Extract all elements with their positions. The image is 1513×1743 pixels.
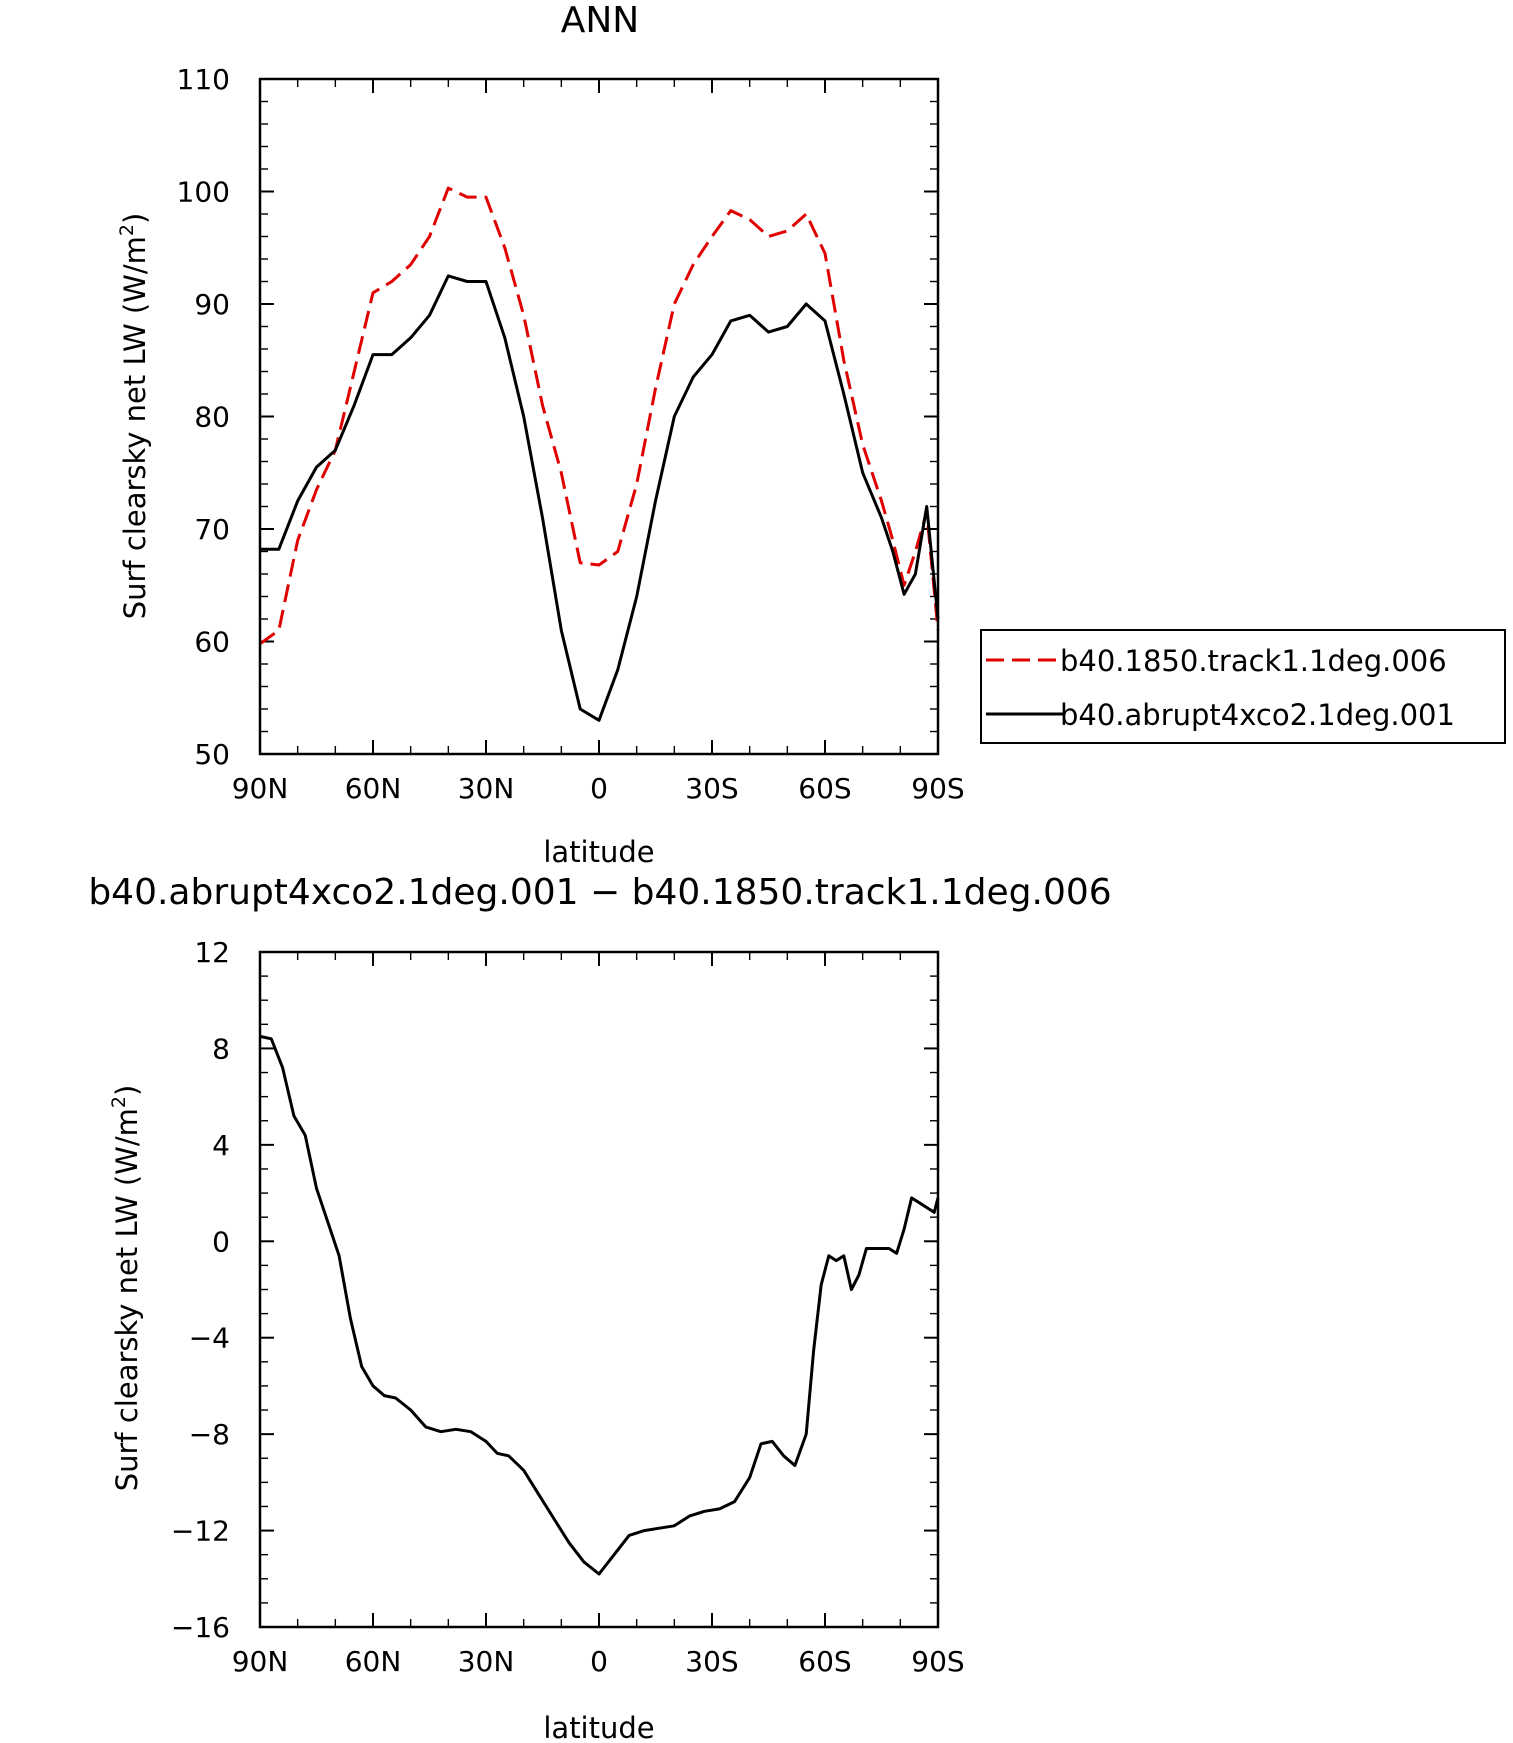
legend-label-abrupt4xco2: b40.abrupt4xco2.1deg.001 (1060, 698, 1455, 732)
bottom-x-tick-labels: 90N 60N 30N 0 30S 60S 90S (232, 1645, 965, 1678)
top-plot-frame (258, 77, 940, 756)
top-y-axis-title-end: ) (118, 213, 152, 224)
top-y-tick-label: 50 (194, 738, 230, 771)
top-x-tick-label: 30N (458, 772, 515, 805)
top-y-axis-title-sup: 2 (116, 224, 138, 236)
top-y-tick-labels: 50 60 70 80 90 100 110 (177, 63, 230, 771)
top-panel-series (259, 186, 940, 722)
bottom-series-line-0 (259, 1034, 940, 1576)
bottom-y-tick-labels: −16 −12 −8 −4 0 4 8 12 (171, 936, 230, 1644)
bottom-y-axis-title-sup: 2 (108, 1096, 130, 1108)
top-series-line-0 (259, 186, 940, 646)
top-x-tick-label: 60N (345, 772, 402, 805)
bottom-y-tick-label: 0 (212, 1225, 230, 1258)
top-y-tick-label: 80 (194, 401, 230, 434)
top-x-tick-label: 0 (590, 772, 608, 805)
bottom-x-tick-label: 30N (458, 1645, 515, 1678)
legend: b40.1850.track1.1deg.006 b40.abrupt4xco2… (980, 629, 1506, 744)
bottom-y-axis-title: Surf clearsky net LW (W/m2) (108, 1085, 144, 1492)
bottom-plot-frame (258, 950, 940, 1629)
top-x-tick-label: 30S (685, 772, 738, 805)
legend-label-1850: b40.1850.track1.1deg.006 (1060, 644, 1447, 678)
top-x-tick-labels: 90N 60N 30N 0 30S 60S 90S (232, 772, 965, 805)
top-y-tick-label: 100 (177, 176, 230, 209)
top-y-axis-title-main: Surf clearsky net LW (W/m (118, 236, 152, 619)
bottom-y-tick-label: −8 (189, 1418, 230, 1451)
bottom-y-tick-label: 8 (212, 1032, 230, 1065)
top-y-axis-title: Surf clearsky net LW (W/m2) (116, 213, 152, 620)
top-x-axis-title: latitude (543, 835, 654, 869)
top-panel: ANN 90N 60N 30N 0 30S 60S 90S 50 60 70 80 90 100 110… (116, 0, 1506, 869)
bottom-x-tick-label: 90N (232, 1645, 289, 1678)
bottom-y-axis-title-end: ) (110, 1085, 144, 1096)
bottom-panel: b40.abrupt4xco2.1deg.001 − b40.1850.trac… (88, 872, 1111, 1743)
bottom-x-tick-label: 90S (911, 1645, 964, 1678)
top-y-tick-label: 90 (194, 288, 230, 321)
top-y-tick-label: 70 (194, 513, 230, 546)
bottom-y-tick-label: −16 (171, 1611, 230, 1644)
bottom-y-tick-label: −12 (171, 1515, 230, 1548)
bottom-panel-ticks (259, 951, 939, 1628)
top-x-tick-label: 90S (911, 772, 964, 805)
bottom-x-axis-title: latitude (543, 1711, 654, 1743)
bottom-y-tick-label: 4 (212, 1129, 230, 1162)
bottom-y-tick-label: −4 (189, 1322, 230, 1355)
top-panel-ticks (259, 78, 939, 755)
top-y-tick-label: 110 (177, 63, 230, 96)
top-y-tick-label: 60 (194, 626, 230, 659)
bottom-x-tick-label: 0 (590, 1645, 608, 1678)
bottom-x-tick-label: 30S (685, 1645, 738, 1678)
top-series-line-1 (260, 274, 940, 722)
bottom-x-tick-label: 60N (345, 1645, 402, 1678)
top-panel-title: ANN (561, 0, 640, 41)
top-x-tick-label: 90N (232, 772, 289, 805)
bottom-x-tick-label: 60S (798, 1645, 851, 1678)
bottom-panel-series (259, 1034, 940, 1576)
bottom-y-axis-title-main: Surf clearsky net LW (W/m (110, 1108, 144, 1491)
top-x-tick-label: 60S (798, 772, 851, 805)
bottom-y-tick-label: 12 (194, 936, 230, 969)
legend-box (980, 629, 1506, 744)
bottom-panel-title: b40.abrupt4xco2.1deg.001 − b40.1850.trac… (88, 872, 1111, 913)
